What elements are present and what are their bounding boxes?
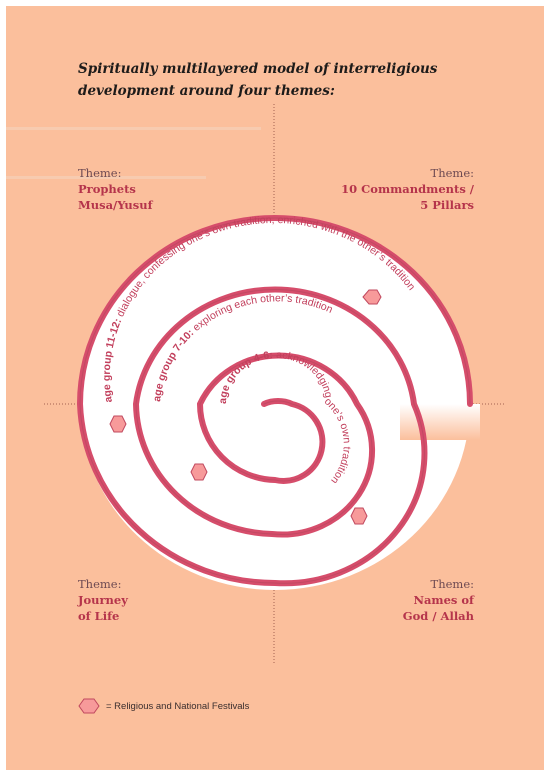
festival-hexagon-icon [362, 289, 382, 305]
spiral-tail-fade [400, 404, 480, 440]
legend: = Religious and National Festivals [78, 698, 249, 714]
theme-bottom-right: Theme: Names of God / Allah [403, 576, 474, 624]
theme-name-line-2: 5 Pillars [420, 198, 474, 212]
theme-name-line-2: Musa/Yusuf [78, 198, 153, 212]
festival-hexagon-icon [350, 507, 368, 525]
theme-bottom-left: Theme: Journey of Life [78, 576, 128, 624]
spiral-path-shade [79, 217, 471, 584]
theme-name-line-2: of Life [78, 609, 120, 623]
theme-name-line-1: Names of [413, 593, 474, 607]
title-line-1: Spiritually multilayered model of interr… [78, 61, 438, 77]
theme-top-right: Theme: 10 Commandments / 5 Pillars [341, 165, 474, 213]
theme-name-line-1: Prophets [78, 182, 136, 196]
hexagon-icon [78, 698, 100, 714]
faint-stroke [6, 127, 261, 130]
legend-text: = Religious and National Festivals [106, 700, 250, 712]
theme-label: Theme: [430, 166, 474, 180]
festival-hexagon-icon [109, 415, 127, 433]
theme-name-line-1: 10 Commandments / [341, 182, 474, 196]
faint-stroke [6, 176, 206, 179]
theme-label: Theme: [78, 166, 122, 180]
theme-name-line-2: God / Allah [402, 609, 474, 623]
theme-top-left: Theme: Prophets Musa/Yusuf [78, 165, 153, 213]
diagram-title: Spiritually multilayered model of interr… [78, 58, 498, 102]
theme-label: Theme: [78, 577, 122, 591]
title-line-2: development around four themes: [78, 83, 335, 99]
festival-hexagon-icon [190, 463, 208, 481]
theme-name-line-1: Journey [78, 593, 128, 607]
theme-label: Theme: [430, 577, 474, 591]
